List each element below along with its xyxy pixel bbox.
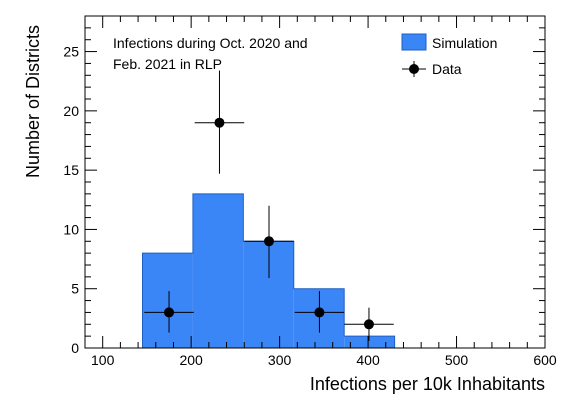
x-tick-label-5: 600 (533, 352, 557, 368)
legend-data-marker (409, 64, 419, 74)
simulation-bin-4 (344, 336, 395, 348)
y-tick-label-2: 10 (63, 221, 79, 237)
y-tick-label-1: 5 (71, 281, 79, 297)
simulation-bin-0 (142, 253, 193, 348)
legend-data-label: Data (432, 61, 462, 77)
legend: Simulation Data (401, 33, 497, 77)
data-points (144, 70, 394, 341)
legend-simulation-label: Simulation (432, 35, 497, 51)
data-point-3 (314, 307, 325, 318)
x-tick-label-0: 100 (91, 352, 115, 368)
y-axis-title: Number of Districts (23, 25, 43, 178)
data-point-1 (214, 117, 225, 128)
annotation-line-1: Infections during Oct. 2020 and (113, 35, 308, 51)
x-tick-label-3: 400 (356, 352, 380, 368)
y-tick-label-0: 0 (71, 340, 79, 356)
annotation-line-2: Feb. 2021 in RLP (113, 56, 222, 72)
y-tick-label-4: 20 (63, 103, 79, 119)
data-point-0 (164, 307, 175, 318)
data-point-2 (264, 236, 274, 247)
tick-labels: 100 200 300 400 500 600 0 5 10 15 20 25 (63, 44, 556, 368)
legend-simulation-swatch (401, 33, 427, 51)
y-tick-label-3: 15 (63, 162, 79, 178)
axis-ticks (84, 15, 546, 349)
simulation-bin-1 (192, 193, 244, 348)
y-tick-label-5: 25 (63, 44, 79, 60)
x-tick-label-2: 300 (268, 352, 292, 368)
x-tick-label-4: 500 (445, 352, 469, 368)
x-tick-label-1: 200 (179, 352, 203, 368)
data-point-4 (363, 319, 374, 330)
x-axis-title: Infections per 10k Inhabitants (310, 374, 545, 394)
